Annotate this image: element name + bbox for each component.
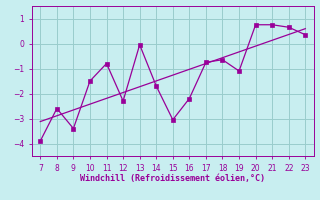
X-axis label: Windchill (Refroidissement éolien,°C): Windchill (Refroidissement éolien,°C) [80,174,265,183]
